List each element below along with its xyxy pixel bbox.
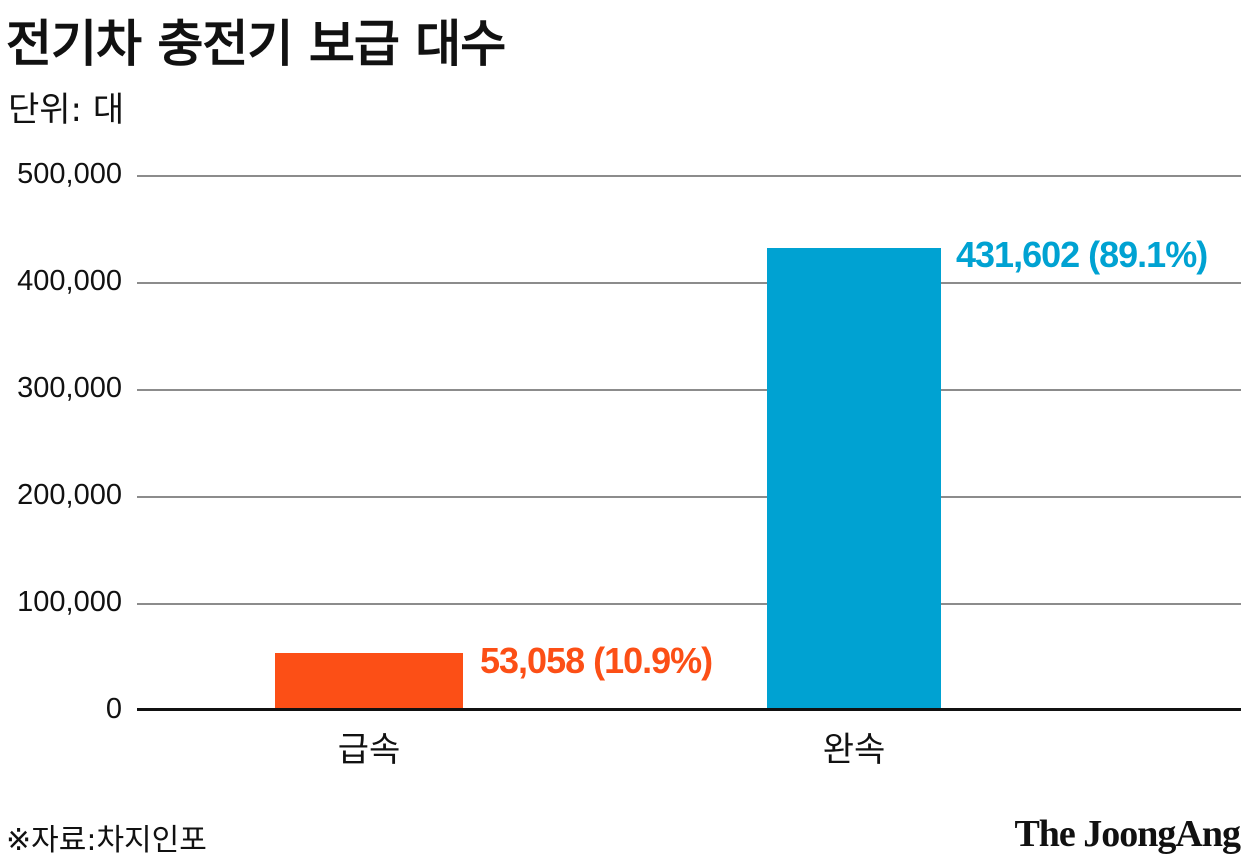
bar-slow bbox=[767, 248, 941, 710]
category-label-fast: 급속 bbox=[337, 730, 401, 770]
bar-fast bbox=[275, 653, 463, 710]
category-label-slow: 완속 bbox=[822, 730, 886, 770]
y-tick-500000: 500,000 bbox=[17, 158, 122, 190]
y-tick-100000: 100,000 bbox=[17, 586, 122, 618]
unit-label: 단위: 대 bbox=[8, 90, 125, 130]
y-tick-400000: 400,000 bbox=[17, 265, 122, 297]
gridline-400000 bbox=[137, 282, 1241, 284]
y-tick-200000: 200,000 bbox=[17, 479, 122, 511]
gridline-200000 bbox=[137, 496, 1241, 498]
brand-logo: The JoongAng bbox=[1014, 813, 1241, 855]
source-note: ※자료:차지인포 bbox=[6, 823, 207, 858]
chart-title: 전기차 충전기 보급 대수 bbox=[6, 15, 506, 73]
x-axis-baseline bbox=[137, 708, 1241, 711]
gridline-500000 bbox=[137, 175, 1241, 177]
y-tick-300000: 300,000 bbox=[17, 372, 122, 404]
gridline-100000 bbox=[137, 603, 1241, 605]
data-label-slow: 431,602 (89.1%) bbox=[956, 234, 1208, 275]
y-tick-0: 0 bbox=[105, 693, 122, 725]
gridline-300000 bbox=[137, 389, 1241, 391]
data-label-fast: 53,058 (10.9%) bbox=[480, 640, 713, 681]
